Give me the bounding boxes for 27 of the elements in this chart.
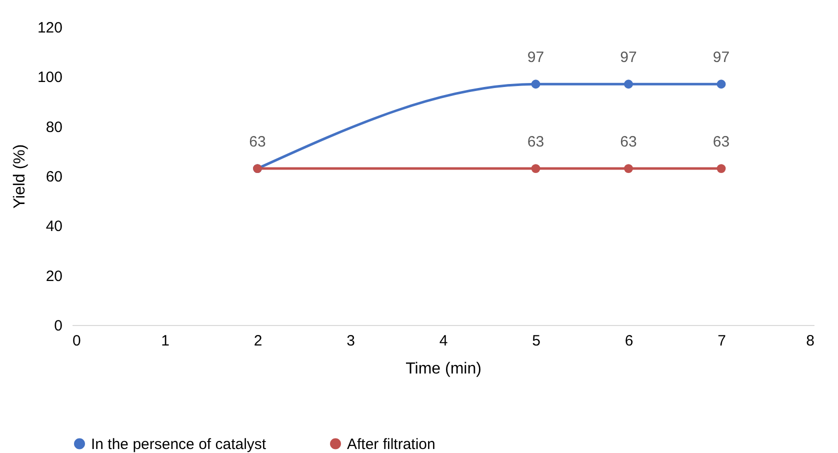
data-label: 97: [712, 49, 730, 66]
y-tick-label: 0: [54, 318, 62, 334]
y-tick-label: 60: [46, 168, 62, 186]
x-tick-label: 7: [718, 332, 726, 350]
x-tick-label: 0: [72, 332, 81, 350]
data-label: 63: [527, 134, 544, 151]
x-tick-label: 6: [624, 332, 634, 350]
x-tick-label: 3: [346, 332, 355, 350]
y-axis-title: Yield (%): [11, 144, 28, 209]
data-label: 97: [527, 49, 544, 66]
legend-label: After filtration: [347, 436, 436, 453]
x-axis-title: Time (min): [406, 360, 482, 378]
y-tick-label: 120: [37, 20, 62, 36]
legend-label: In the persence of catalyst: [91, 436, 267, 453]
y-tick-label: 40: [46, 218, 62, 236]
x-tick-label: 1: [161, 332, 170, 350]
y-tick-label: 100: [37, 69, 62, 86]
data-label: 63: [249, 134, 266, 151]
x-tick-label: 5: [532, 332, 540, 350]
x-tick-label: 8: [806, 332, 814, 350]
data-label: 63: [620, 134, 637, 151]
y-tick-label: 20: [46, 268, 62, 285]
y-tick-label: 80: [46, 118, 62, 136]
data-label: 63: [712, 134, 730, 151]
data-label: 97: [620, 49, 637, 66]
x-tick-label: 4: [439, 332, 448, 350]
x-tick-label: 2: [254, 332, 262, 350]
